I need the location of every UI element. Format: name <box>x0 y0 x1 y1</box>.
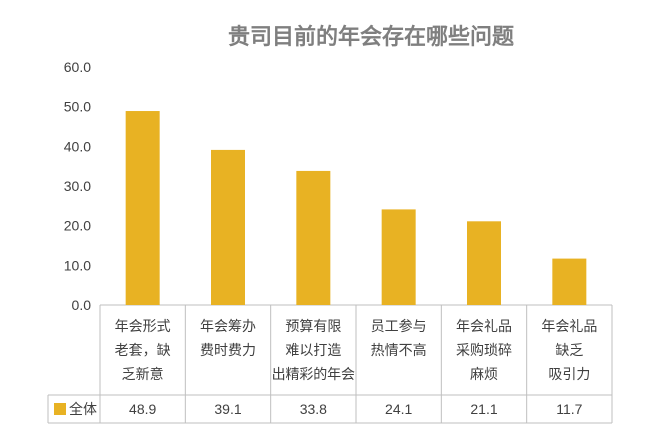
data-table: 年会形式老套，缺乏新意年会筹办费时费力预算有限难以打造出精彩的年会员工参与热情不… <box>47 305 613 424</box>
y-tick-label: 10.0 <box>64 257 91 273</box>
value-label: 21.1 <box>470 401 497 417</box>
bar <box>381 209 416 305</box>
bar <box>467 221 501 305</box>
y-tick-label: 50.0 <box>64 99 91 115</box>
bar <box>552 258 587 305</box>
bar <box>296 170 331 305</box>
y-tick-label: 20.0 <box>64 218 91 234</box>
value-label: 24.1 <box>385 401 412 417</box>
category-label: 员工参与热情不高 <box>371 318 427 359</box>
category-label: 预算有限难以打造出精彩的年会 <box>272 319 355 383</box>
bar <box>125 111 160 305</box>
bars-group <box>125 111 587 305</box>
value-label: 39.1 <box>214 401 241 417</box>
y-tick-label: 60.0 <box>64 59 91 75</box>
category-label: 年会形式老套，缺乏新意 <box>115 319 171 383</box>
value-label: 33.8 <box>300 401 327 417</box>
value-label: 11.7 <box>556 401 582 417</box>
category-label: 年会礼品采购琐碎麻烦 <box>456 319 512 383</box>
category-label: 年会礼品缺乏吸引力 <box>541 319 597 383</box>
category-label: 年会筹办费时费力 <box>200 318 256 359</box>
y-tick-label: 30.0 <box>64 178 91 194</box>
legend-swatch <box>54 403 66 415</box>
legend-label: 全体 <box>69 401 97 418</box>
bar <box>211 149 245 305</box>
chart-title: 贵司目前的年会存在哪些问题 <box>228 24 515 50</box>
y-tick-label: 0.0 <box>72 297 92 313</box>
value-label: 48.9 <box>129 401 156 417</box>
y-tick-label: 40.0 <box>64 138 91 154</box>
